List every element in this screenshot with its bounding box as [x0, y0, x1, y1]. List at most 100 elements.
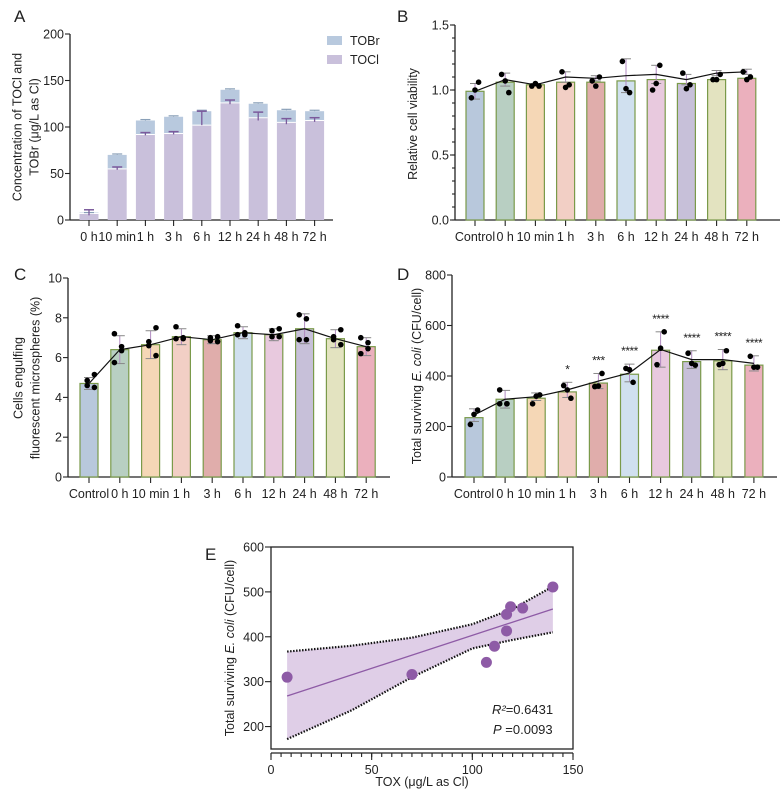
data-point — [529, 400, 536, 407]
data-point — [111, 359, 118, 366]
data-point — [207, 337, 214, 344]
x-tick-label: 48 h — [711, 487, 735, 501]
bar — [526, 397, 546, 478]
y-tick-label: 200 — [425, 420, 446, 434]
bar — [356, 346, 376, 478]
data-point — [118, 343, 125, 350]
data-point — [502, 78, 509, 84]
bars-C — [79, 328, 376, 478]
data-point — [296, 312, 303, 318]
x-tick-label: 1 h — [137, 230, 154, 244]
bar — [676, 82, 697, 221]
x-tick-label: 10 min — [517, 230, 555, 244]
y-axis-title-line: TOBr (μg/L as Cl) — [28, 78, 42, 176]
data-point — [234, 331, 241, 338]
data-point — [529, 83, 535, 89]
bar — [171, 336, 191, 478]
bar — [557, 391, 577, 478]
data-point — [687, 82, 693, 88]
p-value: =0.0093 — [502, 722, 553, 737]
significance-marker: **** — [621, 344, 639, 358]
mean-line — [474, 71, 747, 92]
data-point — [560, 382, 567, 389]
bar — [202, 339, 222, 478]
data-point — [596, 74, 603, 80]
y-axis-title-line: Cells engulfing — [12, 337, 26, 419]
data-point — [623, 85, 629, 92]
p-value-text: P =0.0093 — [493, 722, 553, 737]
bar-tobr — [107, 154, 127, 169]
legend-swatch — [327, 36, 342, 45]
data-point — [559, 69, 565, 75]
x-tick-label: Control — [455, 230, 495, 244]
data-point — [649, 87, 656, 93]
bar-tocl — [248, 117, 268, 220]
bars-A — [79, 88, 325, 220]
significance-marker: **** — [683, 331, 701, 345]
plot-frame — [270, 546, 574, 750]
significance-marker: **** — [714, 329, 732, 343]
x-tick-label: 24 h — [246, 230, 270, 244]
legend-swatch — [327, 55, 342, 64]
x-axis-D: Control 0 h 10 min 1 h 3 h 6 h 12 h 24 h 48 h 72 … — [452, 476, 777, 501]
data-points-C — [84, 312, 371, 391]
data-point — [710, 76, 716, 83]
r-squared-text: R²=0.6431 — [492, 702, 553, 717]
scatter-point — [480, 656, 492, 668]
y-axis-B: 0.0 0.5 1.0 1.5 — [432, 19, 456, 228]
bar-tobr — [305, 111, 325, 121]
scatter-point — [501, 625, 513, 637]
data-point — [653, 80, 659, 87]
x-tick-label: Control — [69, 487, 109, 501]
stats-annotation: R²=0.6431 P =0.0093 — [492, 702, 553, 737]
data-point — [692, 362, 699, 368]
r-squared-value: =0.6431 — [506, 702, 553, 717]
bar — [495, 398, 515, 478]
data-point — [330, 336, 337, 343]
y-tick-label: 800 — [425, 269, 446, 283]
panel-label: A — [14, 7, 26, 26]
x-tick-label: 72 h — [735, 230, 759, 244]
data-point — [747, 353, 754, 360]
x-tick-label: 10 min — [98, 230, 136, 244]
x-tick-label: 0 h — [497, 230, 514, 244]
data-point — [146, 342, 152, 349]
data-point — [592, 383, 598, 390]
significance-D: **************** **** **** — [565, 312, 763, 377]
bar — [646, 78, 666, 221]
legend-label: TOCl — [350, 53, 379, 67]
data-point — [506, 89, 512, 96]
bar — [619, 373, 640, 478]
data-point — [118, 347, 125, 354]
data-point — [474, 407, 481, 413]
x-tick-label: 10 min — [132, 487, 170, 501]
bar — [616, 80, 636, 221]
x-tick-label: Control — [454, 487, 494, 501]
x-tick-label: 1 h — [557, 230, 574, 244]
x-tick-label: 150 — [563, 763, 584, 777]
bar — [325, 338, 345, 478]
data-point — [654, 361, 660, 368]
x-tick-label: 0 h — [496, 487, 513, 501]
bar-tocl — [164, 133, 184, 220]
y-tick-label: 600 — [425, 319, 446, 333]
y-tick-label: 0 — [439, 471, 446, 485]
y-axis-title: Concentration of TOCl and TOBr (μg/L as C… — [11, 53, 42, 201]
y-tick-label: 200 — [43, 28, 64, 42]
y-tick-label: 50 — [50, 167, 64, 181]
data-point — [180, 335, 186, 342]
bar — [233, 332, 253, 478]
legend-A: TOBr TOCl — [327, 34, 380, 67]
y-axis-title: Total surviving E. coli (CFU/cell) — [410, 288, 424, 464]
y-tick-label: 1.0 — [432, 84, 449, 98]
y-axis-title-part: Total surviving — [223, 654, 237, 737]
y-axis-title-line: Concentration of TOCl and — [11, 53, 25, 201]
y-axis-D: 0 200 400 600 800 — [425, 269, 453, 485]
y-axis-title-part: Total surviving — [410, 382, 424, 465]
bar — [706, 78, 727, 221]
data-point — [269, 333, 275, 340]
panel-label: B — [397, 7, 408, 26]
x-tick-label: 6 h — [193, 230, 210, 244]
x-tick-label: 10 min — [517, 487, 555, 501]
